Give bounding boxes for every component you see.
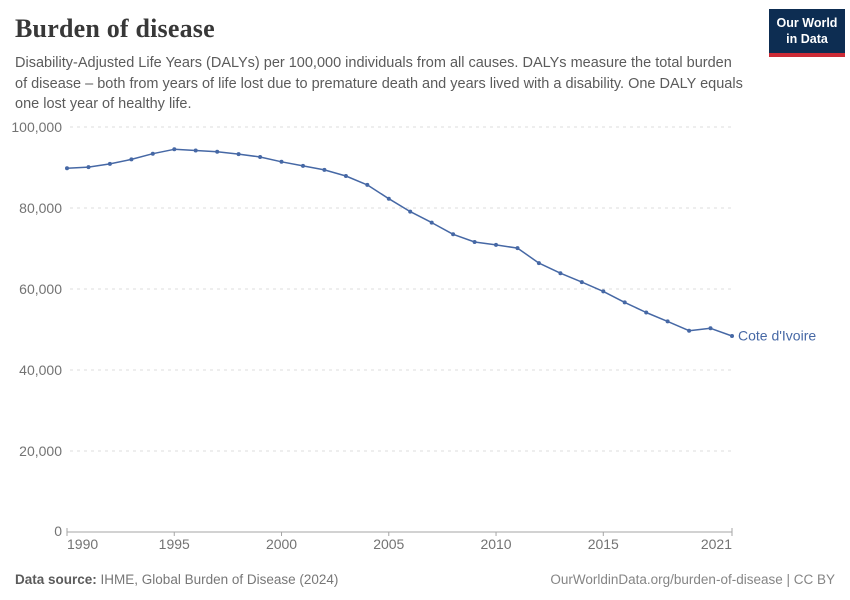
data-point[interactable] [386,196,391,201]
data-point[interactable] [107,161,112,166]
chart-subtitle: Disability-Adjusted Life Years (DALYs) p… [15,55,743,113]
data-point[interactable] [708,326,713,331]
data-point[interactable] [193,148,198,153]
data-point[interactable] [665,319,670,324]
y-tick-label: 40,000 [19,362,62,378]
y-tick-label: 60,000 [19,281,62,297]
data-point[interactable] [172,147,177,152]
data-point[interactable] [236,152,241,157]
trend-line [66,148,733,337]
x-tick-label: 2021 [701,536,732,552]
data-point[interactable] [86,165,91,170]
data-point[interactable] [687,328,692,333]
data-point[interactable] [365,182,370,187]
x-tick-label: 1995 [159,536,190,552]
page-title: Burden of disease [15,14,215,43]
x-tick-label: 2000 [266,536,297,552]
owid-logo[interactable]: Our World in Data [769,9,845,57]
data-point[interactable] [65,166,69,171]
data-point[interactable] [730,334,734,338]
data-point[interactable] [644,310,649,315]
y-tick-label: 20,000 [19,443,62,459]
data-source-value: IHME, Global Burden of Disease (2024) [100,572,339,587]
data-point[interactable] [343,174,348,178]
chart-footer: Data source: IHME, Global Burden of Dise… [15,572,835,587]
data-point[interactable] [129,157,134,162]
data-point[interactable] [429,220,434,225]
data-point[interactable] [622,300,627,305]
y-tick-label: 100,000 [11,119,62,135]
data-source-label: Data source: [15,572,97,587]
owid-logo-line2: in Data [786,32,828,47]
data-point[interactable] [451,232,456,237]
series-label[interactable]: Cote d'Ivoire [738,327,816,343]
x-tick-label: 2015 [588,536,619,552]
chart-header: Burden of disease Disability-Adjusted Li… [15,14,835,115]
data-source-note: Data source: IHME, Global Burden of Dise… [15,572,338,587]
x-tick-label: 2005 [373,536,404,552]
owid-license-link[interactable]: OurWorldinData.org/burden-of-disease | C… [550,572,835,587]
data-point[interactable] [558,271,563,276]
data-point[interactable] [301,163,305,168]
data-point[interactable] [601,289,606,294]
data-point[interactable] [322,167,327,172]
line-chart-canvas: 0 20,000 40,000 60,000 80,000 100,000 1990 1995… [11,119,816,552]
data-point[interactable] [494,242,498,247]
data-point[interactable] [150,151,155,156]
y-tick-label: 80,000 [19,200,62,216]
x-tick-label: 2010 [480,536,511,552]
data-point[interactable] [472,240,477,244]
chart-area: 0 20,000 40,000 60,000 80,000 100,000 1990 1995… [0,112,850,572]
data-point[interactable] [536,261,541,266]
x-tick-label: 1990 [67,536,98,552]
data-point[interactable] [408,209,413,214]
data-point[interactable] [579,280,584,285]
data-point[interactable] [515,246,520,251]
y-tick-label: 0 [54,523,62,539]
data-point[interactable] [258,155,263,159]
data-point[interactable] [215,149,220,154]
owid-logo-line1: Our World [776,16,838,30]
data-point[interactable] [279,159,284,164]
